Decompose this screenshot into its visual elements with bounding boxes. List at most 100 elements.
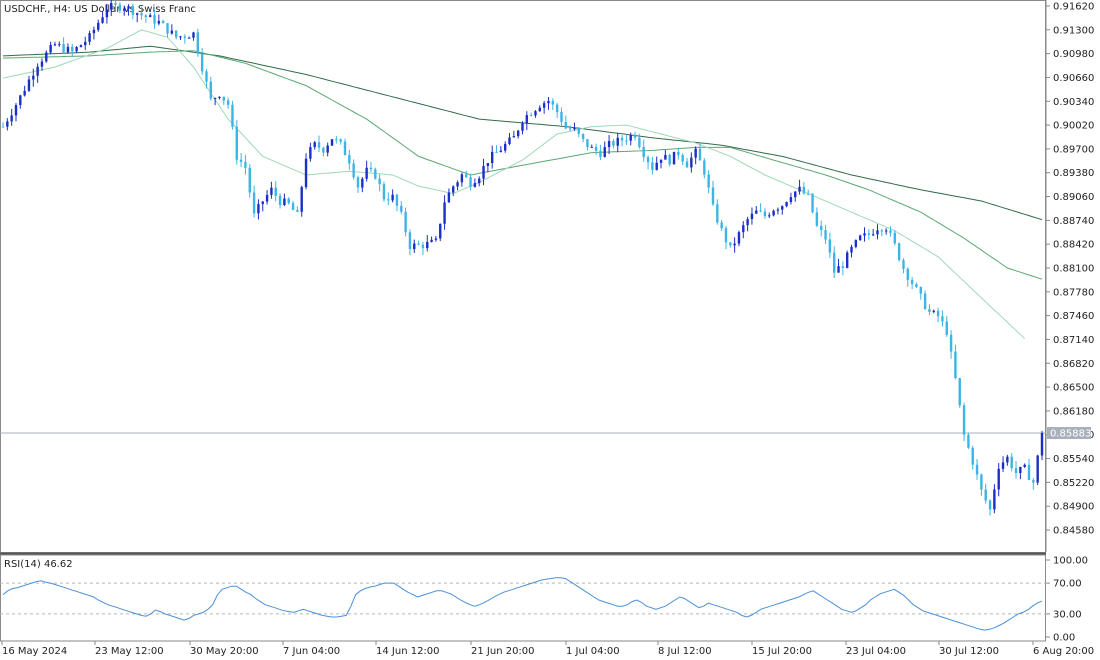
candle-body (573, 127, 576, 130)
candle (837, 258, 840, 273)
candle (309, 142, 312, 162)
candle-body (685, 161, 689, 168)
candle-body (967, 434, 970, 448)
candle (980, 473, 983, 496)
candle (508, 133, 511, 146)
candle-body (348, 155, 351, 164)
candle (880, 228, 884, 237)
candle-body (283, 198, 286, 206)
candle (473, 178, 477, 188)
candle (53, 41, 57, 47)
candle (326, 142, 329, 157)
candle-body (84, 41, 87, 46)
candle-body (919, 286, 922, 294)
candle (157, 14, 161, 26)
candle (802, 182, 806, 195)
candle (1, 122, 5, 128)
candle (971, 445, 974, 470)
candle (646, 155, 650, 170)
candle (954, 344, 957, 380)
time-axis: 16 May 2024 23 May 12:00 30 May 20:00 7 Jun… (1, 641, 1094, 657)
candle (460, 172, 464, 187)
candle-body (32, 75, 35, 80)
candle-body (417, 243, 420, 245)
candle (685, 157, 689, 168)
candle (512, 130, 516, 138)
candle (529, 112, 533, 117)
candle (58, 41, 61, 47)
candle-body (278, 195, 282, 206)
candle (490, 145, 494, 169)
candle (525, 111, 529, 131)
candle-body (633, 135, 637, 138)
candle (607, 135, 611, 155)
candle-body (495, 151, 498, 153)
candle-body (694, 148, 697, 158)
candle (226, 97, 230, 109)
candle (919, 286, 922, 300)
candle (300, 185, 303, 217)
candle-body (655, 162, 658, 170)
candle (14, 102, 18, 122)
candle-body (447, 192, 451, 203)
candle (330, 139, 334, 147)
candle-body (174, 30, 178, 38)
candle-body (313, 142, 316, 148)
candle (291, 200, 295, 211)
candle (244, 154, 247, 175)
candle-body (374, 169, 377, 179)
candle-body (473, 183, 477, 187)
candle (274, 181, 277, 202)
candle-body (776, 209, 780, 211)
price-tick-label: 0.90980 (1053, 49, 1094, 60)
candle (516, 129, 520, 139)
candle-body (884, 230, 888, 232)
rsi-y-ticks: 100.00 70.00 30.00 0.00 (1046, 556, 1088, 644)
candle-body (841, 266, 845, 268)
candle-body (958, 378, 961, 406)
price-chart-title: USDCHF., H4: US Dollar vs Swiss Franc (4, 4, 196, 15)
candle (261, 200, 264, 212)
candle-body (902, 260, 905, 269)
candle-body (811, 193, 814, 213)
time-tick-label: 15 Jul 20:00 (752, 646, 812, 657)
candle (824, 225, 827, 244)
candle-body (910, 279, 914, 285)
candle (724, 225, 728, 250)
candle (828, 232, 832, 259)
candle (833, 246, 836, 279)
candle-body (23, 90, 26, 96)
candle (313, 140, 316, 150)
candle (729, 242, 732, 248)
candle-body (408, 232, 412, 250)
candle-body (400, 205, 403, 212)
candle-body (404, 211, 407, 233)
candle-body (19, 95, 22, 106)
rsi-title: RSI(14) 46.62 (4, 559, 73, 570)
candle-body (296, 210, 299, 212)
candle (794, 191, 797, 202)
candle-body (148, 15, 152, 18)
candle-body (27, 79, 31, 91)
candle-body (880, 230, 884, 232)
candle (1010, 453, 1013, 472)
candle-body (153, 15, 156, 24)
candle (763, 208, 767, 219)
candle (395, 193, 399, 212)
candle (278, 193, 282, 209)
price-tick-label: 0.88100 (1053, 264, 1094, 275)
candle-body (274, 187, 277, 196)
candle (97, 19, 100, 32)
candle (932, 309, 935, 314)
candle-body (97, 22, 100, 30)
candle (568, 125, 572, 131)
candle (200, 48, 204, 75)
candle (192, 31, 195, 41)
candle-body (807, 193, 810, 195)
price-tick-label: 0.88420 (1053, 240, 1094, 251)
candle-body (365, 167, 368, 179)
candle-body (577, 127, 580, 134)
candle (296, 206, 299, 213)
candle (218, 96, 221, 100)
candle-body (659, 159, 663, 163)
